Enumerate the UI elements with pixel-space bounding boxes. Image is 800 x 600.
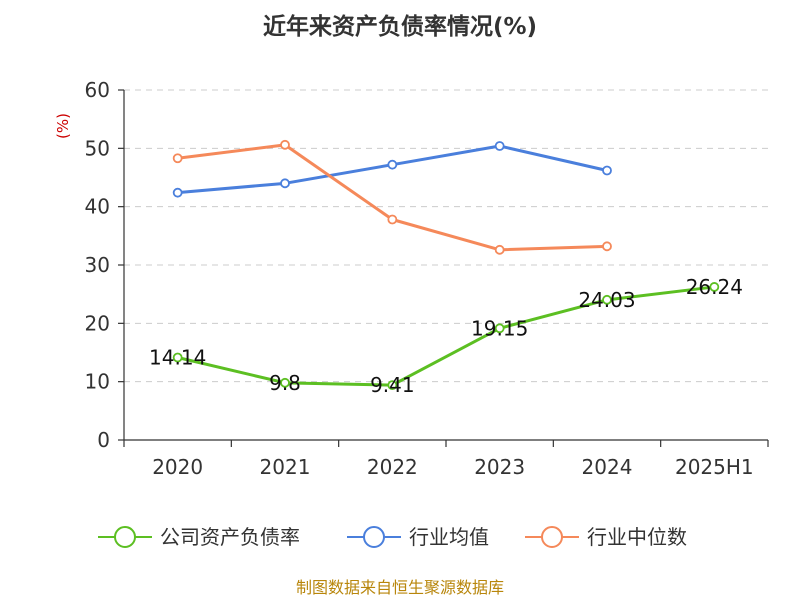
- data-point: [280, 377, 290, 388]
- y-tick-label: 60: [85, 78, 110, 102]
- data-point: [280, 139, 290, 150]
- data-point: [494, 323, 505, 334]
- y-tick-label: 30: [85, 253, 110, 277]
- legend-swatch-marker: [114, 526, 136, 548]
- data-point: [494, 141, 505, 151]
- y-tick-label: 40: [85, 195, 110, 219]
- data-point: [387, 159, 398, 170]
- x-tick-label: 2021: [260, 455, 311, 479]
- data-label-layer: 14.14 9.8 9.41 19.15 24.03 26.24: [149, 275, 743, 397]
- legend-label: 行业均值: [409, 525, 489, 549]
- data-point: [387, 380, 398, 391]
- series-layer: [172, 139, 720, 391]
- legend-label: 行业中位数: [587, 525, 687, 549]
- data-point: [602, 241, 612, 252]
- data-point: [172, 153, 183, 164]
- data-label: 9.8: [269, 371, 301, 395]
- legend-swatch-marker: [363, 526, 385, 548]
- data-point: [709, 282, 720, 292]
- data-label: 24.03: [578, 288, 635, 312]
- source-note: 制图数据来自恒生聚源数据库: [296, 578, 504, 597]
- legend: 公司资产负债率 行业均值 行业中位数: [98, 525, 687, 549]
- data-label: 9.41: [370, 373, 415, 397]
- data-point: [280, 178, 290, 189]
- data-point: [172, 352, 183, 363]
- data-label: 26.24: [686, 275, 743, 299]
- y-tick-label: 10: [85, 370, 110, 394]
- legend-swatch-marker: [541, 526, 563, 548]
- x-tick-label: 2023: [474, 455, 525, 479]
- data-point: [602, 165, 612, 176]
- x-tick-label: 2020: [152, 455, 203, 479]
- chart-title: 近年来资产负债率情况(%): [263, 13, 537, 40]
- x-tick-label: 2022: [367, 455, 418, 479]
- data-label: 19.15: [471, 316, 528, 340]
- data-point: [494, 244, 505, 255]
- y-tick-label: 0: [97, 428, 110, 452]
- grid-layer: [124, 89, 768, 383]
- x-tick-label: 2025H1: [675, 455, 754, 479]
- data-point: [387, 214, 398, 225]
- y-tick-label: 20: [85, 311, 110, 335]
- y-tick-label: 50: [85, 136, 110, 160]
- y-axis-unit: (%): [54, 113, 72, 139]
- axis-layer: 0 10 20 30 40 50 60 2020 2021 2022 2023 2024 2025H1: [85, 78, 769, 479]
- data-point: [602, 294, 612, 305]
- data-point: [172, 187, 183, 198]
- data-label: 14.14: [149, 346, 206, 370]
- x-tick-label: 2024: [582, 455, 633, 479]
- series-line-1: [177, 285, 715, 387]
- legend-label: 公司资产负债率: [160, 525, 300, 549]
